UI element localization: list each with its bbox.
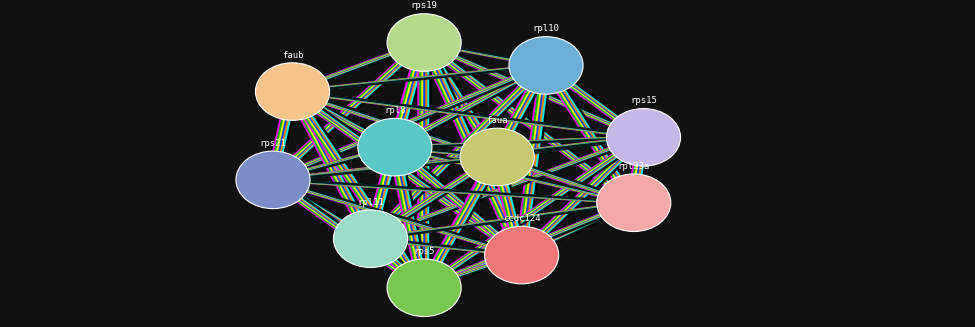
- Text: rps19: rps19: [410, 1, 438, 10]
- Ellipse shape: [606, 109, 681, 166]
- Text: rpl8: rpl8: [384, 106, 406, 115]
- Ellipse shape: [358, 118, 432, 176]
- Ellipse shape: [460, 128, 534, 186]
- Ellipse shape: [333, 210, 408, 267]
- Ellipse shape: [387, 14, 461, 71]
- Ellipse shape: [485, 226, 559, 284]
- Text: ccdc124: ccdc124: [503, 214, 540, 223]
- Text: rps15: rps15: [630, 96, 657, 105]
- Text: faub: faub: [282, 50, 303, 60]
- Text: rpl23a: rpl23a: [617, 162, 650, 171]
- Ellipse shape: [597, 174, 671, 232]
- Ellipse shape: [387, 259, 461, 317]
- Text: rps21: rps21: [259, 139, 287, 148]
- Text: rpl10: rpl10: [532, 24, 560, 33]
- Ellipse shape: [509, 37, 583, 94]
- Ellipse shape: [255, 63, 330, 120]
- Ellipse shape: [236, 151, 310, 209]
- Text: rps5: rps5: [413, 247, 435, 256]
- Text: rpl11: rpl11: [357, 198, 384, 207]
- Text: faua: faua: [487, 116, 508, 125]
